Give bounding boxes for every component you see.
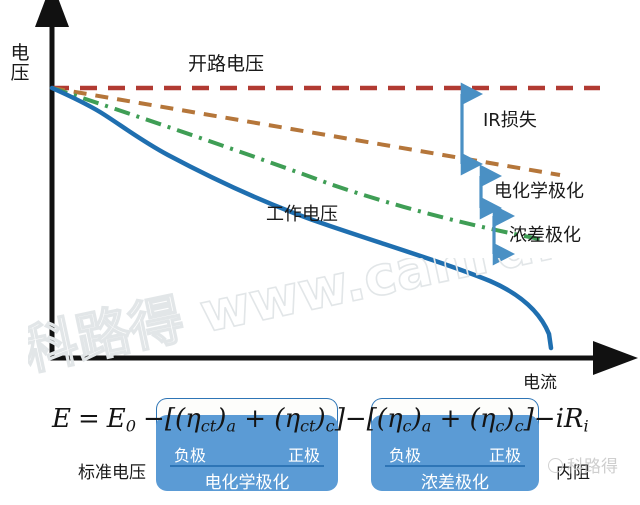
equation-concentration-term: [(ηc)a + (ηc)c] (366, 404, 534, 436)
equation-area: 负极 正极 电化学极化 负极 正极 浓差极化 E = E0 −[(ηct)a + (… (0, 398, 640, 505)
concentration-polarization-box: 负极 正极 浓差极化 (371, 415, 539, 493)
activation-positive-pole: 正极 (287, 446, 320, 465)
equation-minus-2: − (344, 404, 367, 434)
cell-voltage-equation: E = E0 −[(ηct)a + (ηct)c]−[(ηc)a + (ηc)c]−… (52, 404, 589, 436)
concentration-divider (385, 465, 525, 467)
curve-activation-polarization (51, 86, 546, 242)
curve-working-voltage (49, 85, 554, 351)
equation-ir-term: −iRi (533, 404, 589, 436)
equation-activation-term: [(ηct)a + (ηct)c] (164, 404, 345, 436)
activation-poles: 负极 正极 (156, 442, 338, 466)
concentration-polarization-label: 浓差极化 (509, 225, 581, 246)
open-circuit-voltage-label: 开路电压 (188, 53, 265, 75)
concentration-poles: 负极 正极 (371, 442, 539, 466)
equation-lhs: E (52, 404, 71, 434)
equation-e0: E0 (106, 404, 137, 436)
activation-box-label: 电化学极化 (204, 473, 290, 493)
concentration-negative-pole: 负极 (389, 446, 422, 465)
x-axis-label: 电流 (523, 373, 557, 393)
ir-loss-label: IR损失 (483, 110, 537, 131)
equation-minus-1: − (143, 404, 165, 434)
internal-resistance-label: 内阻 (556, 463, 590, 483)
concentration-box-label: 浓差极化 (421, 473, 489, 493)
activation-polarization-label: 电化学极化 (494, 181, 584, 202)
axis-lines (34, 0, 638, 375)
plot-area: 电 压 电流 开路电压 工作电压 IR损失 电化学极化 浓差极化 科路得 www… (10, 0, 638, 393)
annotation-arrows (460, 82, 516, 266)
plot-svg (34, 0, 638, 375)
concentration-positive-pole: 正极 (488, 446, 521, 465)
standard-voltage-label: 标准电压 (78, 463, 146, 483)
y-axis-label: 电 压 (10, 42, 30, 84)
activation-polarization-box: 负极 正极 电化学极化 (156, 415, 338, 493)
activation-divider (170, 465, 324, 467)
activation-negative-pole: 负极 (174, 446, 207, 465)
equation-equals: = (77, 404, 100, 434)
working-voltage-label: 工作电压 (266, 204, 338, 225)
